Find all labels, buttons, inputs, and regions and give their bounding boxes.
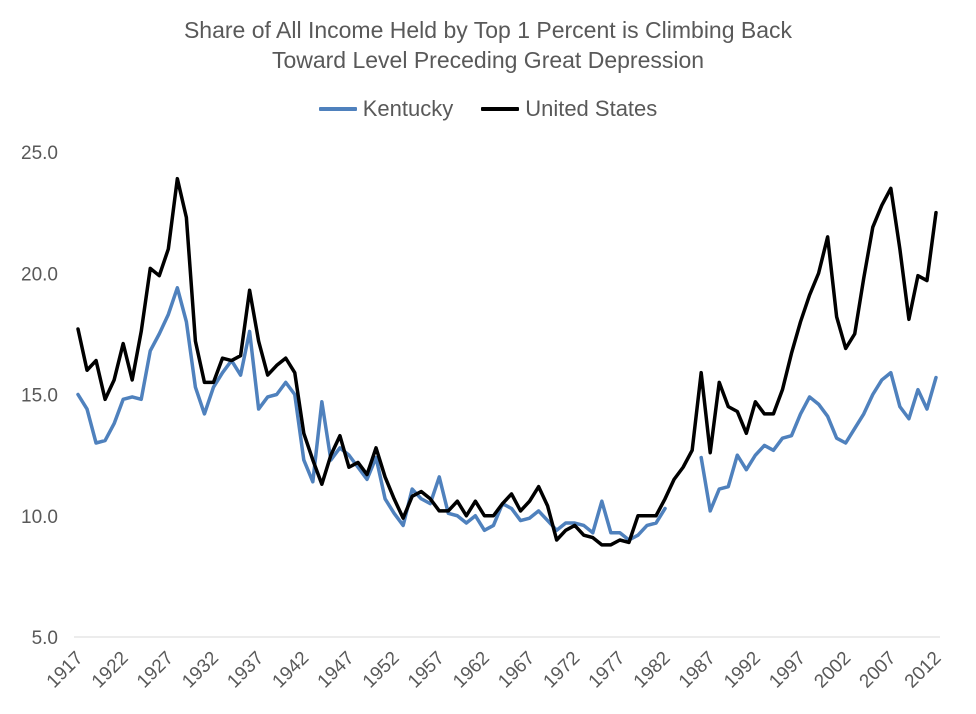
legend-swatch-kentucky [318, 107, 357, 111]
y-tick-label: 15.0 [21, 386, 58, 407]
x-tick-label: 1972 [540, 648, 585, 693]
x-tick-label: 1927 [133, 648, 178, 693]
series-group [76, 176, 938, 547]
legend-item-united-states: United States [481, 96, 657, 122]
x-tick-label: 1962 [449, 648, 494, 693]
x-tick-label: 1997 [765, 648, 810, 693]
x-tick-label: 1917 [43, 648, 88, 693]
x-tick-label: 2007 [856, 648, 901, 693]
x-tick-label: 1992 [720, 648, 765, 693]
legend: Kentucky United States [0, 96, 976, 122]
chart-title-line-2: Toward Level Preceding Great Depression [271, 47, 705, 73]
x-tick-label: 1932 [178, 648, 223, 693]
y-tick-label: 10.0 [21, 507, 58, 528]
x-tick-label: 1967 [494, 648, 539, 693]
x-tick-label: 2012 [901, 648, 946, 693]
legend-label-united-states: United States [525, 96, 658, 121]
x-tick-label: 1987 [675, 648, 720, 693]
chart-title: Share of All Income Held by Top 1 Percen… [0, 15, 976, 75]
x-tick-label: 1977 [585, 648, 630, 693]
x-tick-label: 1922 [88, 648, 133, 693]
legend-label-kentucky: Kentucky [362, 96, 454, 121]
x-axis: 1917 1922 1927 1932 1937 1942 1947 1952 1957 1962… [43, 648, 946, 693]
series-line-kentucky [76, 286, 938, 542]
x-tick-label: 2002 [810, 648, 855, 693]
x-tick-label: 1957 [404, 648, 449, 693]
legend-item-kentucky: Kentucky [318, 96, 454, 122]
chart-title-line-1: Share of All Income Held by Top 1 Percen… [183, 17, 793, 43]
y-tick-label: 20.0 [21, 264, 58, 285]
y-tick-label: 5.0 [32, 628, 58, 649]
x-tick-label: 1952 [359, 648, 404, 693]
x-tick-label: 1942 [269, 648, 314, 693]
x-tick-label: 1947 [314, 648, 359, 693]
series-line-united-states [76, 176, 938, 547]
legend-swatch-united-states [481, 107, 520, 111]
x-tick-label: 1982 [630, 648, 675, 693]
y-tick-label: 25.0 [21, 143, 58, 164]
x-tick-label: 1937 [223, 648, 268, 693]
y-axis: 5.0 10.0 15.0 20.0 25.0 [21, 143, 58, 649]
